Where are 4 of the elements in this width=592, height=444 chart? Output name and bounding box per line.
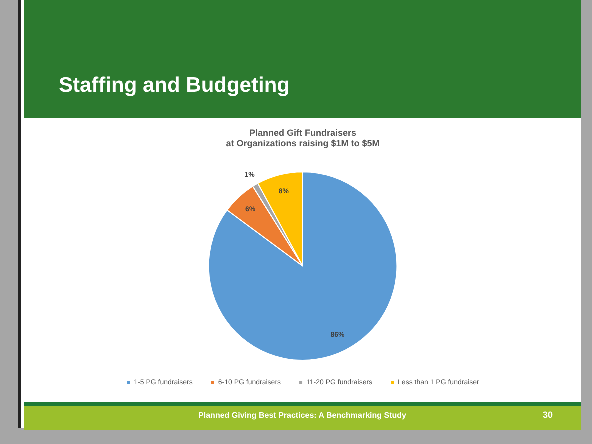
text: 30 (542, 410, 553, 420)
text: Staffing and Budgeting (59, 74, 290, 98)
text: Planned Giving Best Practices: A Benchmarking Study (198, 411, 406, 420)
chart-title: Planned Gift Fundraisers at Organizations raising $1M to $5M (226, 128, 380, 149)
